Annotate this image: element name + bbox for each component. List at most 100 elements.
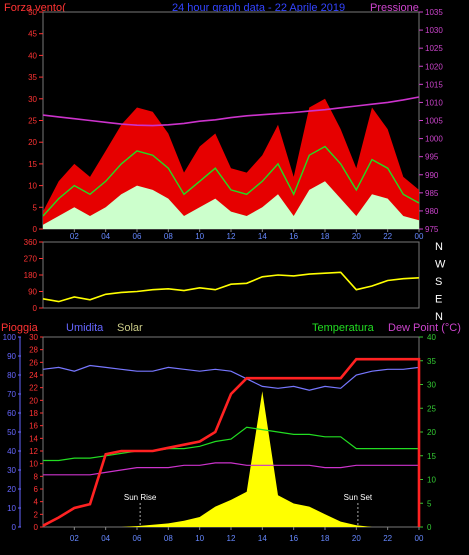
hour-tick-label: 18 <box>321 534 330 543</box>
wind-tick-label: 25 <box>28 117 37 126</box>
temperature-label: Temperatura <box>312 322 375 334</box>
pressure-axis-title: Pressione <box>370 2 419 14</box>
pressure-tick-label: 1000 <box>425 135 443 144</box>
hour-tick-label: 06 <box>133 232 142 241</box>
hour-tick-label: 02 <box>70 232 79 241</box>
wind-tick-label: 40 <box>28 51 37 60</box>
wind-axis-title: Forza vento( <box>4 2 66 14</box>
wind-tick-label: 50 <box>28 8 37 17</box>
rain-tick-label: 8 <box>34 472 39 481</box>
pressure-tick-label: 980 <box>425 207 439 216</box>
humidity-label: Umidita <box>66 322 104 334</box>
rain-tick-label: 4 <box>34 498 39 507</box>
wind-tick-label: 35 <box>28 73 37 82</box>
compass-label: N <box>435 241 443 253</box>
pressure-line <box>42 96 420 127</box>
rain-tick-label: 24 <box>29 371 38 380</box>
wind-avg-line <box>42 145 420 217</box>
hour-tick-label: 08 <box>164 232 173 241</box>
humidity-tick-label: 30 <box>7 466 16 475</box>
rain-line <box>42 357 421 527</box>
rain-tick-label: 6 <box>34 485 39 494</box>
humidity-tick-label: 50 <box>7 428 16 437</box>
rain-label: Pioggia <box>1 322 39 334</box>
humidity-tick-label: 90 <box>7 352 16 361</box>
hour-tick-label: 00 <box>415 232 424 241</box>
hour-tick-label: 16 <box>289 232 298 241</box>
direction-tick-label: 0 <box>33 304 38 313</box>
temp-tick-label: 30 <box>427 381 436 390</box>
hour-tick-label: 08 <box>164 534 173 543</box>
temp-tick-label: 10 <box>427 476 436 485</box>
wind-tick-label: 20 <box>28 138 37 147</box>
rain-tick-label: 10 <box>29 460 38 469</box>
humidity-line <box>42 364 420 391</box>
direction-tick-label: 360 <box>24 238 38 247</box>
humidity-tick-label: 40 <box>7 447 16 456</box>
hour-tick-label: 02 <box>70 534 79 543</box>
hour-tick-label: 00 <box>415 534 424 543</box>
dewpoint-label: Dew Point (°C) <box>388 322 461 334</box>
humidity-tick-label: 0 <box>12 523 17 532</box>
wind-min-area <box>43 181 419 229</box>
sunrise-label: Sun Rise <box>124 493 157 502</box>
hour-tick-label: 22 <box>383 232 392 241</box>
humidity-tick-label: 10 <box>7 504 16 513</box>
rain-tick-label: 12 <box>29 447 38 456</box>
temp-tick-label: 35 <box>427 357 436 366</box>
pressure-tick-label: 985 <box>425 189 439 198</box>
humidity-tick-label: 20 <box>7 485 16 494</box>
hour-tick-label: 20 <box>352 232 361 241</box>
rain-tick-label: 30 <box>29 333 38 342</box>
compass-label: N <box>435 311 443 323</box>
direction-tick-label: 270 <box>24 255 38 264</box>
pressure-tick-label: 1025 <box>425 44 443 53</box>
pressure-tick-label: 1020 <box>425 62 443 71</box>
rain-tick-label: 22 <box>29 384 38 393</box>
humidity-tick-label: 60 <box>7 409 16 418</box>
hour-tick-label: 20 <box>352 534 361 543</box>
hour-tick-label: 12 <box>227 232 236 241</box>
pressure-tick-label: 1015 <box>425 80 443 89</box>
wind-tick-label: 0 <box>33 225 38 234</box>
temp-tick-label: 25 <box>427 404 436 413</box>
pressure-tick-label: 1030 <box>425 26 443 35</box>
hour-tick-label: 12 <box>227 534 236 543</box>
rain-tick-label: 20 <box>29 396 38 405</box>
solar-label: Solar <box>117 322 143 334</box>
rain-temp-plot: 0102030405060708090100024681012141618202… <box>3 333 437 543</box>
humidity-tick-label: 70 <box>7 390 16 399</box>
temp-tick-label: 5 <box>427 499 432 508</box>
sunset-label: Sun Set <box>344 493 373 502</box>
compass-label: E <box>435 294 442 306</box>
pressure-tick-label: 1005 <box>425 117 443 126</box>
temp-tick-label: 20 <box>427 428 436 437</box>
hour-tick-label: 04 <box>101 232 110 241</box>
hour-tick-label: 14 <box>258 534 267 543</box>
pressure-tick-label: 1010 <box>425 98 443 107</box>
wind-tick-label: 45 <box>28 30 37 39</box>
rain-tick-label: 0 <box>34 523 39 532</box>
rain-tick-label: 2 <box>34 510 39 519</box>
rain-temp-panel <box>42 336 420 528</box>
compass-label: S <box>435 276 442 288</box>
wind-tick-label: 10 <box>28 182 37 191</box>
pressure-tick-label: 990 <box>425 171 439 180</box>
pressure-tick-label: 995 <box>425 153 439 162</box>
hour-tick-label: 04 <box>101 534 110 543</box>
rain-tick-label: 26 <box>29 358 38 367</box>
pressure-tick-label: 975 <box>425 225 439 234</box>
hour-tick-label: 18 <box>321 232 330 241</box>
wind-tick-label: 30 <box>28 95 37 104</box>
hour-tick-label: 06 <box>133 534 142 543</box>
hour-tick-label: 22 <box>383 534 392 543</box>
wind-direction-panel <box>42 241 420 309</box>
direction-tick-label: 90 <box>28 288 37 297</box>
temp-tick-label: 0 <box>427 523 432 532</box>
hour-tick-label: 16 <box>289 534 298 543</box>
humidity-tick-label: 100 <box>3 333 17 342</box>
rain-tick-label: 16 <box>29 422 38 431</box>
rain-tick-label: 14 <box>29 434 38 443</box>
humidity-tick-label: 80 <box>7 371 16 380</box>
